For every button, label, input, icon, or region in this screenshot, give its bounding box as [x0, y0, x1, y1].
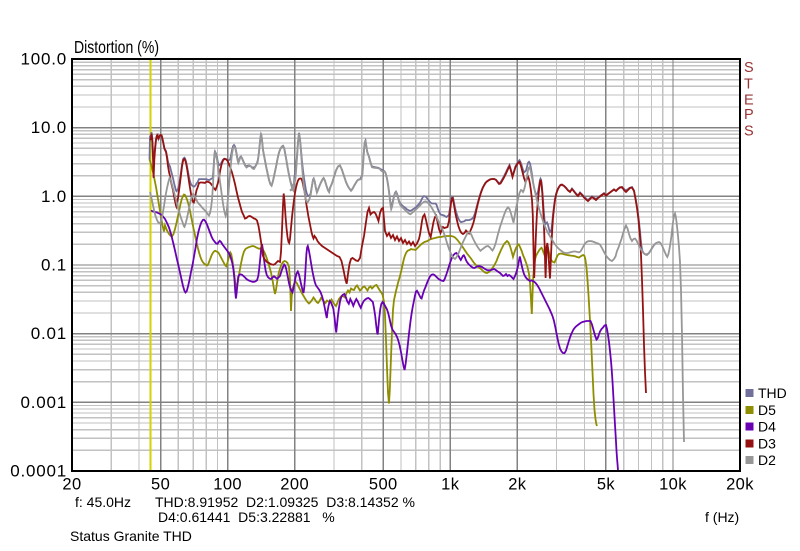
- svg-text:100: 100: [213, 476, 242, 494]
- svg-text:S: S: [744, 124, 754, 140]
- svg-text:10.0: 10.0: [31, 118, 67, 137]
- svg-text:D2: D2: [758, 452, 776, 468]
- svg-text:Distortion (%): Distortion (%): [74, 37, 159, 57]
- svg-text:D5: D5: [758, 402, 776, 418]
- svg-text:D4:0.61441 D5:3.22881 %: D4:0.61441 D5:3.22881 %: [158, 509, 335, 525]
- svg-text:1k: 1k: [441, 476, 460, 494]
- svg-text:f: 45.0Hz: f: 45.0Hz: [75, 494, 131, 510]
- svg-text:200: 200: [280, 476, 309, 494]
- svg-text:500: 500: [369, 476, 398, 494]
- svg-text:5k: 5k: [597, 476, 616, 494]
- svg-text:0.1: 0.1: [41, 256, 67, 275]
- svg-text:1.0: 1.0: [41, 187, 67, 206]
- svg-text:D4: D4: [758, 419, 776, 435]
- svg-text:0.001: 0.001: [20, 393, 67, 412]
- svg-text:D3: D3: [758, 435, 776, 451]
- svg-text:0.0001: 0.0001: [10, 462, 67, 481]
- svg-text:2k: 2k: [508, 476, 527, 494]
- svg-text:P: P: [744, 107, 754, 123]
- svg-text:T: T: [744, 77, 753, 93]
- svg-text:20k: 20k: [726, 476, 754, 494]
- svg-text:0.01: 0.01: [31, 324, 67, 343]
- svg-text:50: 50: [151, 476, 170, 494]
- svg-text:THD:8.91952 D2:1.09325 D3:8.: THD:8.91952 D2:1.09325 D3:8.14352 %: [155, 494, 415, 510]
- svg-text:S: S: [744, 60, 754, 76]
- svg-text:20: 20: [62, 476, 81, 494]
- svg-text:f (Hz): f (Hz): [705, 509, 739, 525]
- svg-text:10k: 10k: [659, 476, 687, 494]
- svg-text:100.0: 100.0: [20, 50, 67, 69]
- svg-text:THD: THD: [758, 385, 787, 401]
- svg-text:E: E: [744, 93, 754, 109]
- svg-text:Status Granite THD: Status Granite THD: [70, 528, 192, 544]
